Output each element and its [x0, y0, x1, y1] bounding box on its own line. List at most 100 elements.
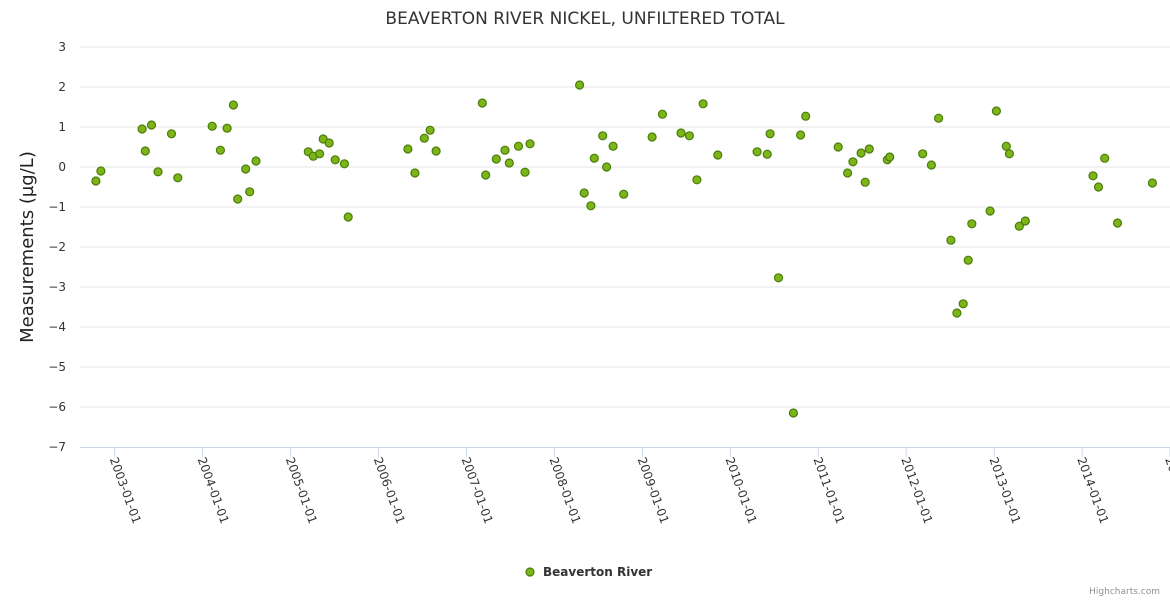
data-point[interactable] — [801, 111, 811, 121]
data-point[interactable] — [173, 173, 183, 183]
data-point[interactable] — [146, 120, 157, 130]
data-point[interactable] — [952, 308, 962, 318]
data-point[interactable] — [958, 299, 968, 309]
y-tick-label: −2 — [48, 240, 66, 254]
data-point[interactable] — [833, 142, 843, 152]
data-point[interactable] — [233, 194, 243, 204]
data-point[interactable] — [1014, 221, 1024, 231]
data-point[interactable] — [425, 125, 435, 135]
data-point[interactable] — [619, 189, 629, 199]
x-tick-label: 2009-01-01 — [635, 455, 672, 525]
data-point[interactable] — [520, 167, 530, 177]
data-point[interactable] — [91, 176, 101, 186]
data-point[interactable] — [500, 145, 510, 155]
data-point[interactable] — [491, 154, 501, 164]
data-point[interactable] — [1004, 149, 1015, 159]
data-point[interactable] — [579, 188, 589, 198]
data-point[interactable] — [773, 273, 784, 283]
y-tick-label: −4 — [48, 320, 66, 334]
data-point[interactable] — [481, 170, 491, 180]
data-point[interactable] — [985, 206, 995, 216]
data-point[interactable] — [1093, 182, 1104, 192]
data-point[interactable] — [967, 219, 977, 229]
data-point[interactable] — [1001, 141, 1011, 151]
data-point[interactable] — [228, 100, 238, 110]
data-point[interactable] — [419, 133, 429, 143]
data-point[interactable] — [477, 98, 487, 108]
credits[interactable]: Highcharts.com — [1089, 587, 1160, 597]
data-point[interactable] — [752, 147, 762, 157]
data-point[interactable] — [918, 149, 928, 159]
y-tick-label: −5 — [48, 360, 66, 374]
x-tick-label: 2003-01-01 — [107, 455, 144, 525]
data-point[interactable] — [589, 153, 599, 163]
series-beaverton-river — [91, 80, 1158, 418]
data-point[interactable] — [856, 148, 866, 158]
data-point[interactable] — [1112, 218, 1123, 228]
data-point[interactable] — [795, 130, 806, 140]
data-point[interactable] — [765, 129, 775, 139]
data-point[interactable] — [788, 408, 799, 418]
data-point[interactable] — [140, 146, 150, 156]
data-point[interactable] — [647, 132, 657, 142]
data-point[interactable] — [860, 177, 870, 187]
data-point[interactable] — [339, 159, 349, 169]
data-point[interactable] — [330, 155, 340, 165]
data-point[interactable] — [601, 162, 612, 172]
data-point[interactable] — [245, 187, 255, 197]
data-point[interactable] — [153, 167, 163, 177]
data-point[interactable] — [933, 113, 944, 123]
data-point[interactable] — [222, 123, 232, 133]
data-point[interactable] — [315, 149, 325, 159]
y-tick-label: −3 — [48, 280, 66, 294]
data-point[interactable] — [1020, 216, 1030, 226]
data-point[interactable] — [598, 131, 608, 141]
data-point[interactable] — [608, 141, 618, 151]
data-point[interactable] — [241, 164, 251, 174]
data-point[interactable] — [657, 109, 668, 119]
data-point[interactable] — [215, 145, 225, 155]
data-point[interactable] — [684, 131, 695, 141]
data-point[interactable] — [251, 156, 261, 166]
data-point[interactable] — [96, 166, 106, 176]
data-point[interactable] — [946, 235, 956, 245]
data-point[interactable] — [864, 144, 874, 154]
data-point[interactable] — [513, 141, 524, 151]
data-point[interactable] — [207, 121, 217, 131]
data-point[interactable] — [713, 150, 723, 160]
x-tick-label: 2007-01-01 — [459, 455, 496, 525]
data-point[interactable] — [586, 201, 596, 211]
data-point[interactable] — [403, 144, 413, 154]
data-point[interactable] — [1147, 178, 1158, 188]
data-point[interactable] — [1088, 171, 1098, 181]
data-point[interactable] — [137, 124, 147, 134]
data-point[interactable] — [963, 255, 973, 265]
x-tick-label: 2015-01-01 — [1162, 455, 1170, 525]
data-point[interactable] — [525, 139, 535, 149]
data-point[interactable] — [926, 160, 937, 170]
data-point[interactable] — [504, 158, 514, 168]
data-point[interactable] — [692, 175, 702, 185]
data-point[interactable] — [676, 128, 686, 138]
data-point[interactable] — [431, 146, 441, 156]
data-point[interactable] — [698, 99, 708, 109]
x-axis: 2003-01-01 2004-01-01 2005-01-01 2006-01-01… — [80, 447, 1170, 526]
legend[interactable]: Beaverton River — [525, 565, 652, 579]
data-point[interactable] — [324, 138, 334, 148]
data-point[interactable] — [991, 106, 1002, 116]
data-point[interactable] — [410, 168, 420, 178]
x-tick-label: 2008-01-01 — [547, 455, 584, 525]
data-point[interactable] — [343, 212, 353, 222]
data-point[interactable] — [1100, 153, 1110, 163]
data-point[interactable] — [885, 152, 895, 162]
x-tick-label: 2012-01-01 — [898, 455, 935, 525]
data-point[interactable] — [848, 157, 858, 167]
data-point[interactable] — [166, 129, 177, 139]
x-tick-label: 2014-01-01 — [1074, 455, 1111, 525]
grid-lines — [80, 46, 1170, 408]
legend-marker — [525, 567, 535, 577]
legend-label[interactable]: Beaverton River — [543, 565, 652, 579]
data-point[interactable] — [842, 168, 853, 178]
data-point[interactable] — [762, 149, 772, 159]
data-point[interactable] — [574, 80, 585, 90]
